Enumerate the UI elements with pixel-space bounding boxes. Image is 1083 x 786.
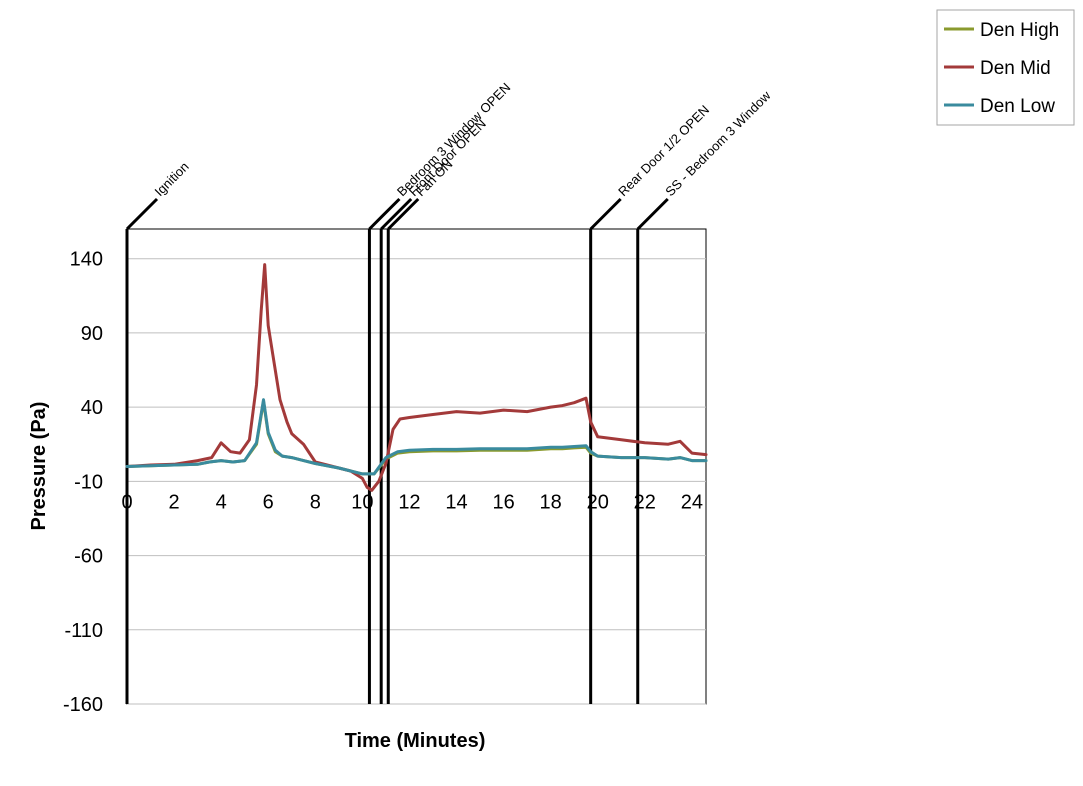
y-axis-title: Pressure (Pa) bbox=[28, 402, 50, 531]
y-tick-labels: 140 90 40 -10 -60 -110 -160 bbox=[63, 249, 103, 716]
x-tick-label: 4 bbox=[216, 491, 227, 513]
event-label: Ignition bbox=[152, 159, 192, 199]
x-tick-label: 0 bbox=[121, 491, 132, 513]
x-tick-labels: 0 2 4 6 8 10 12 14 16 18 20 22 24 bbox=[121, 491, 703, 513]
y-tick-label: 140 bbox=[70, 249, 103, 271]
x-tick-label: 10 bbox=[351, 491, 373, 513]
plot-area bbox=[126, 228, 707, 705]
y-tick-label: -60 bbox=[74, 546, 103, 568]
event-leader bbox=[589, 197, 622, 231]
series-lines bbox=[125, 263, 708, 492]
legend-entry: Den Mid bbox=[980, 58, 1051, 79]
legend: Den High Den Mid Den Low bbox=[936, 9, 1075, 126]
y-tick-label: -160 bbox=[63, 694, 103, 716]
y-tick-label: 40 bbox=[81, 397, 103, 419]
y-tick-label: 90 bbox=[81, 323, 103, 345]
x-tick-label: 22 bbox=[634, 491, 656, 513]
legend-entry: Den Low bbox=[980, 96, 1055, 117]
x-tick-label: 12 bbox=[398, 491, 420, 513]
x-tick-label: 14 bbox=[445, 491, 467, 513]
x-tick-label: 8 bbox=[310, 491, 321, 513]
event-leader bbox=[387, 197, 420, 231]
event-leader bbox=[368, 197, 401, 231]
x-tick-label: 6 bbox=[263, 491, 274, 513]
event-leader bbox=[125, 197, 159, 231]
x-tick-label: 18 bbox=[540, 491, 562, 513]
gridlines bbox=[127, 258, 706, 705]
event-label: Rear Door 1/2 OPEN bbox=[615, 102, 712, 199]
x-tick-label: 24 bbox=[681, 491, 703, 513]
y-tick-label: -110 bbox=[64, 620, 103, 642]
x-axis-title: Time (Minutes) bbox=[345, 730, 486, 752]
series-line bbox=[125, 398, 708, 476]
legend-entry: Den High bbox=[980, 20, 1059, 41]
series-line bbox=[125, 263, 708, 492]
y-tick-label: -10 bbox=[74, 471, 103, 493]
x-tick-label: 20 bbox=[587, 491, 609, 513]
event-leader bbox=[380, 197, 413, 231]
x-tick-label: 16 bbox=[492, 491, 514, 513]
x-tick-label: 2 bbox=[169, 491, 180, 513]
event-leader bbox=[636, 197, 669, 231]
